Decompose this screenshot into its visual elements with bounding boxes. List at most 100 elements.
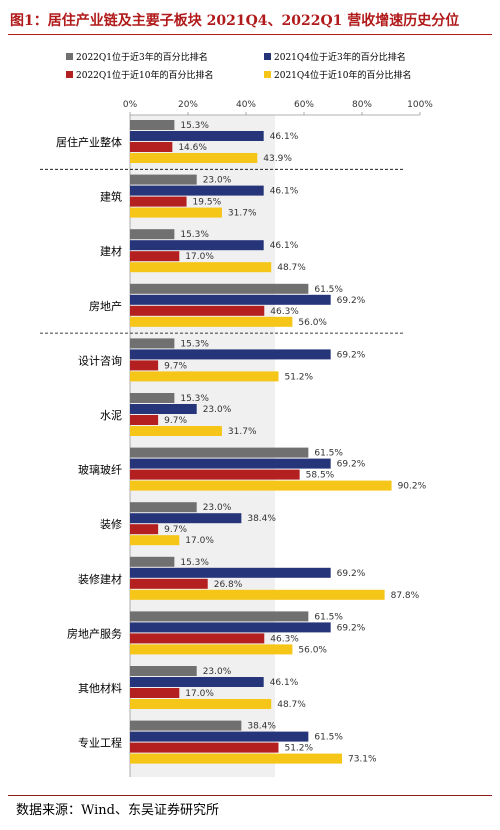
bar: [130, 338, 175, 349]
x-tick-label: 60%: [294, 100, 314, 110]
x-tick-label: 80%: [352, 100, 372, 110]
bar: [130, 294, 331, 305]
category-label: 玻璃玻纤: [78, 463, 122, 477]
bar: [130, 688, 180, 698]
bar: [130, 666, 197, 676]
data-label: 43.9%: [263, 154, 292, 164]
data-label: 51.2%: [284, 372, 313, 382]
bar: [130, 240, 264, 251]
bar: [130, 524, 159, 535]
bar: [130, 131, 264, 141]
bar-chart: 2022Q1位于近3年的百分比排名 2021Q4位于近3年的百分比排名 2022Q1…: [40, 51, 433, 777]
data-label: 15.3%: [180, 394, 209, 404]
bar: [130, 502, 197, 513]
data-label: 9.7%: [164, 361, 187, 371]
category-label: 水泥: [100, 409, 122, 422]
data-label: 61.5%: [314, 285, 343, 295]
data-label: 17.0%: [185, 536, 214, 546]
bar: [130, 622, 331, 633]
title-divider: [8, 34, 492, 35]
data-label: 61.5%: [314, 612, 343, 622]
data-label: 48.7%: [277, 700, 306, 710]
data-label: 87.8%: [391, 591, 420, 601]
data-label: 46.3%: [270, 307, 299, 317]
data-label: 48.7%: [277, 263, 306, 273]
bar: [130, 720, 242, 731]
data-label: 9.7%: [164, 525, 187, 535]
bar: [130, 185, 264, 196]
data-label: 23.0%: [203, 503, 232, 513]
data-label: 46.1%: [270, 132, 299, 142]
data-label: 61.5%: [314, 733, 343, 743]
legend-label: 2021Q4位于近10年的百分比排名: [274, 69, 411, 81]
data-label: 38.4%: [247, 514, 276, 524]
data-label: 31.7%: [228, 427, 257, 437]
data-label: 69.2%: [337, 623, 366, 633]
bars: 15.3% 46.1% 14.6% 43.9% 23.0% 46.1% 19.5% 31.7%…: [130, 120, 427, 765]
category-label: 房地产: [89, 299, 122, 313]
category-label: 其他材料: [78, 681, 122, 695]
bar: [130, 316, 293, 327]
legend: 2022Q1位于近3年的百分比排名 2021Q4位于近3年的百分比排名 2022Q1…: [66, 51, 411, 81]
data-label: 56.0%: [298, 318, 327, 328]
bar: [130, 120, 175, 130]
bar: [130, 699, 272, 709]
data-label: 51.2%: [284, 744, 313, 754]
category-label: 居住产业整体: [56, 135, 122, 149]
x-tick-label: 20%: [178, 100, 198, 110]
data-label: 17.0%: [185, 252, 214, 262]
data-label: 15.3%: [180, 121, 209, 131]
bar: [130, 349, 331, 360]
data-label: 58.5%: [306, 471, 335, 481]
legend-swatch: [66, 53, 73, 60]
data-label: 69.2%: [337, 350, 366, 360]
category-label: 设计咨询: [78, 353, 122, 367]
legend-swatch: [66, 71, 73, 78]
category-label: 建材: [100, 244, 122, 258]
data-label: 31.7%: [228, 209, 257, 219]
bar: [130, 393, 175, 403]
bar: [130, 415, 159, 425]
bar: [130, 556, 175, 567]
bar: [130, 480, 392, 491]
data-label: 23.0%: [203, 405, 232, 415]
bar: [130, 589, 385, 600]
bar: [130, 229, 175, 240]
source-note: 数据来源：Wind、东吴证券研究所: [16, 803, 219, 818]
x-tick-label: 100%: [407, 100, 433, 110]
data-label: 61.5%: [314, 449, 343, 459]
legend-swatch: [264, 53, 271, 60]
data-label: 23.0%: [203, 176, 232, 186]
data-label: 46.1%: [270, 187, 299, 197]
bar: [130, 153, 258, 163]
bar: [130, 251, 180, 262]
bar: [130, 513, 242, 524]
data-label: 69.2%: [337, 460, 366, 470]
bar: [130, 360, 159, 371]
data-label: 38.4%: [247, 722, 276, 732]
category-labels: 居住产业整体建筑建材房地产设计咨询水泥玻璃玻纤装修装修建材房地产服务其他材料专业…: [56, 135, 122, 750]
x-tick-label: 40%: [236, 100, 256, 110]
data-label: 46.1%: [270, 678, 299, 688]
bar: [130, 305, 265, 316]
category-label: 专业工程: [78, 736, 122, 750]
bar: [130, 469, 300, 480]
x-tick-label: 0%: [123, 100, 138, 110]
category-label: 装修建材: [78, 572, 122, 586]
legend-label: 2022Q1位于近10年的百分比排名: [76, 69, 213, 81]
bar: [130, 578, 208, 589]
data-label: 23.0%: [203, 667, 232, 677]
data-label: 19.5%: [193, 198, 222, 208]
data-label: 90.2%: [398, 482, 427, 492]
bar: [130, 174, 197, 185]
bar: [130, 404, 197, 414]
legend-swatch: [264, 71, 271, 78]
data-label: 15.3%: [180, 339, 209, 349]
x-axis: 0% 20% 40% 60% 80% 100%: [123, 100, 433, 777]
data-label: 14.6%: [178, 143, 207, 153]
category-label: 建筑: [100, 190, 122, 204]
bar: [130, 262, 272, 273]
data-label: 69.2%: [337, 569, 366, 579]
data-label: 46.1%: [270, 241, 299, 251]
bar: [130, 207, 222, 218]
